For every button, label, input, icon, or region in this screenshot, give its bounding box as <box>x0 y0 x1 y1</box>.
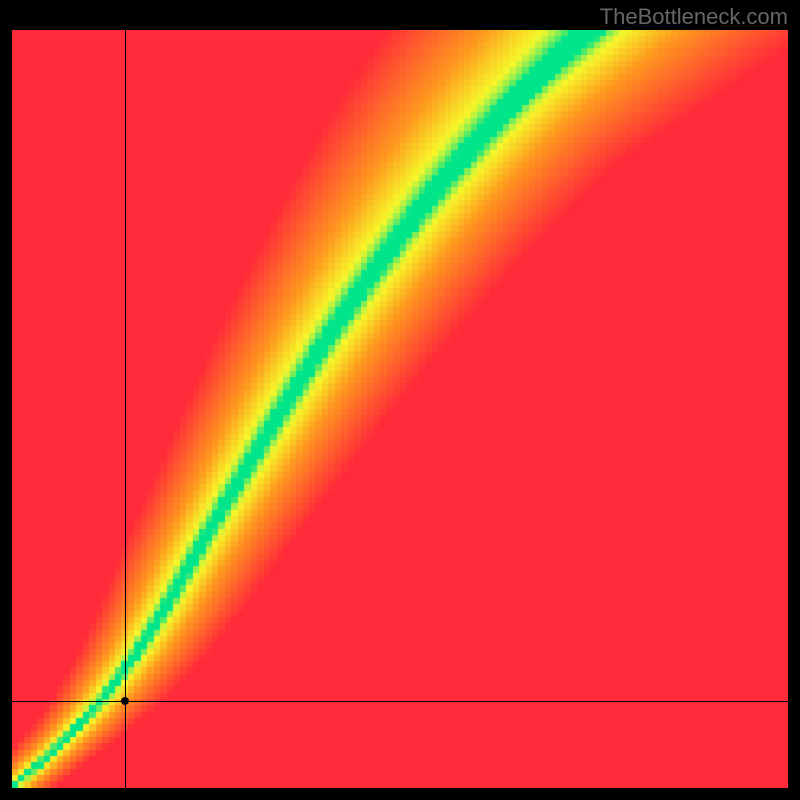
watermark-text: TheBottleneck.com <box>600 4 788 30</box>
heatmap-canvas <box>12 30 788 788</box>
selection-marker <box>121 697 129 705</box>
bottleneck-heatmap <box>12 30 788 788</box>
crosshair-vertical <box>125 30 126 788</box>
